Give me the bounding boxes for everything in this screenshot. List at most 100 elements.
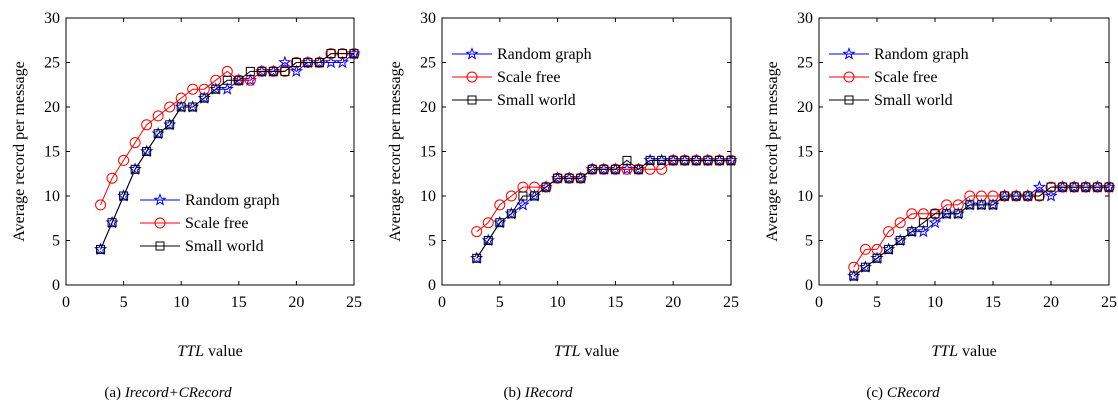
x-axis-label-italic: TTL <box>554 343 581 360</box>
square-marker <box>280 66 290 76</box>
legend-label: Random graph <box>874 46 969 63</box>
y-tick-label: 10 <box>797 188 813 205</box>
star-marker <box>1044 189 1058 202</box>
square-marker <box>714 155 724 165</box>
square-marker <box>234 75 244 85</box>
x-axis-label-italic: TTL <box>931 343 958 360</box>
square-marker <box>895 236 905 245</box>
square-marker <box>849 271 859 281</box>
circle-marker <box>906 208 918 220</box>
chart-panel: 0 5 10 15 20 25 0 5 10 15 20 25 30 Average record per… <box>387 10 739 401</box>
caption-italic: CRecord <box>887 385 940 401</box>
legend: Random graph Scale free Small world <box>829 46 969 109</box>
square-marker <box>657 155 667 165</box>
circle-marker <box>466 71 478 83</box>
caption-prefix: (b) <box>503 385 524 401</box>
x-tick-label: 15 <box>231 294 247 311</box>
y-tick-label: 10 <box>44 188 60 205</box>
y-tick-label: 15 <box>797 144 813 161</box>
square-marker <box>907 227 917 237</box>
square-marker <box>1023 191 1033 201</box>
legend-label: Scale free <box>874 69 938 86</box>
chart-panel: 0 5 10 15 20 25 0 5 10 15 20 25 30 Average record per… <box>11 10 362 401</box>
star-marker <box>620 162 634 175</box>
circle-marker <box>859 243 871 255</box>
series-small-world <box>472 155 736 263</box>
square-marker <box>222 75 232 85</box>
square-marker <box>467 95 477 105</box>
circle-marker <box>494 199 506 211</box>
square-marker <box>176 102 186 112</box>
circle-marker <box>164 101 176 113</box>
x-tick-label: 0 <box>438 294 446 311</box>
circle-marker <box>540 181 552 193</box>
circle-marker <box>129 137 141 149</box>
square-marker <box>1081 182 1091 192</box>
square-marker <box>541 182 551 192</box>
square-marker <box>1069 182 1079 192</box>
x-axis-label-italic: TTL <box>177 343 204 360</box>
y-axis-label: Average record per message <box>11 61 28 242</box>
y-tick-label: 25 <box>44 55 60 72</box>
square-marker <box>942 209 952 219</box>
square-marker <box>976 200 986 210</box>
square-marker <box>314 58 324 67</box>
y-axis-label: Average record per message <box>764 61 781 242</box>
y-tick-label: 5 <box>428 233 436 250</box>
square-marker <box>860 262 870 272</box>
square-marker <box>610 164 620 174</box>
x-tick-label: 20 <box>288 294 304 311</box>
series-small-world <box>96 49 359 254</box>
square-marker <box>142 147 152 156</box>
circle-marker <box>894 217 906 229</box>
star-marker <box>916 224 930 238</box>
star-marker <box>842 47 856 60</box>
x-tick-label: 0 <box>62 294 70 311</box>
square-marker <box>884 244 894 254</box>
circle-marker <box>141 119 153 131</box>
square-marker <box>844 95 854 105</box>
x-axis-label-rest: value <box>581 343 620 360</box>
square-marker <box>155 241 165 251</box>
x-tick-label: 0 <box>815 294 823 311</box>
panel-caption: (a) Irecord+CRecord <box>104 385 232 401</box>
x-tick-label: 10 <box>550 294 566 311</box>
x-axis-label-rest: value <box>958 343 997 360</box>
y-tick-label: 5 <box>805 233 813 250</box>
series-scale-free <box>95 48 360 211</box>
square-marker <box>680 155 690 165</box>
x-tick-label: 20 <box>1043 294 1059 311</box>
legend-label: Random graph <box>497 46 592 63</box>
y-tick-label: 0 <box>428 277 436 294</box>
star-marker <box>516 197 530 211</box>
x-tick-label: 25 <box>346 294 362 311</box>
square-marker <box>337 49 347 59</box>
legend: Random graph Scale free Small world <box>452 46 592 109</box>
square-marker <box>703 155 713 165</box>
legend-label: Small world <box>874 92 953 109</box>
square-marker <box>1000 191 1010 201</box>
square-marker <box>1046 182 1056 192</box>
square-marker <box>1092 182 1102 192</box>
square-marker <box>1034 191 1044 201</box>
caption-prefix: (a) <box>104 385 124 401</box>
chart-panel: 0 5 10 15 20 25 0 5 10 15 20 25 30 Average record per… <box>764 10 1117 401</box>
square-marker <box>668 155 678 165</box>
square-marker <box>303 58 313 67</box>
caption-italic: Irecord+CRecord <box>124 385 232 401</box>
y-tick-label: 10 <box>420 188 436 205</box>
circle-marker <box>883 226 895 238</box>
square-marker <box>495 218 505 228</box>
square-marker <box>506 209 516 219</box>
x-axis-label: TTL value <box>931 343 996 360</box>
square-marker <box>1058 182 1068 192</box>
y-tick-label: 15 <box>420 144 436 161</box>
star-marker <box>335 55 350 69</box>
x-axis-label-rest: value <box>204 343 243 360</box>
x-tick-label: 20 <box>665 294 681 311</box>
square-marker <box>188 102 198 112</box>
square-marker <box>965 200 975 210</box>
square-marker <box>291 58 301 67</box>
square-marker <box>349 49 359 59</box>
